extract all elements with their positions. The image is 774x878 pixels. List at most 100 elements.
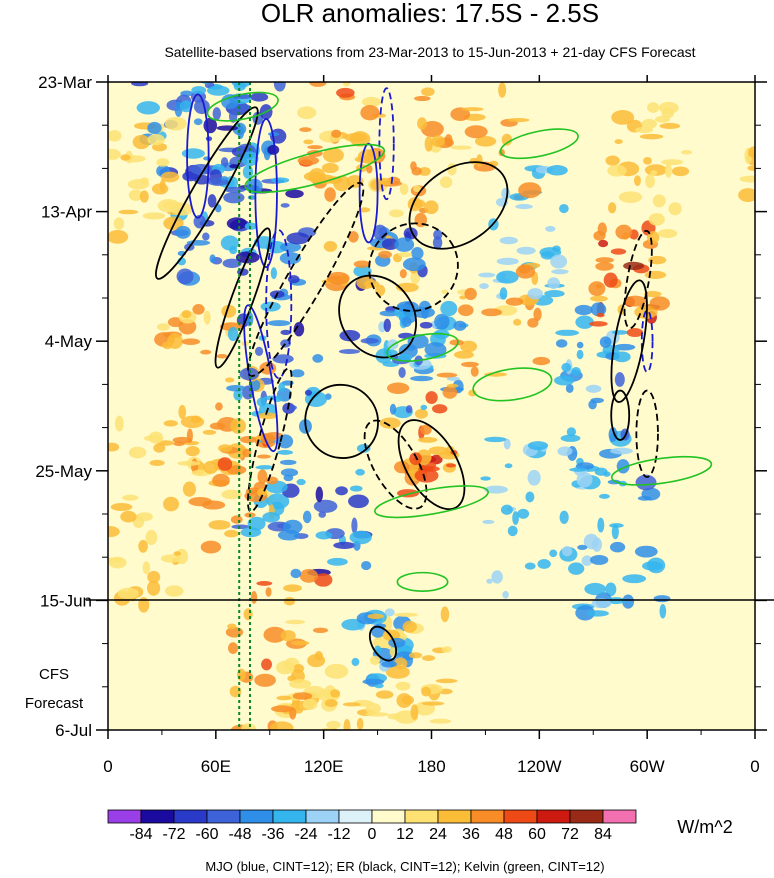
- anomaly-cell: [441, 289, 449, 294]
- er-contour: [214, 227, 271, 369]
- colorbar-swatch: [470, 809, 505, 824]
- colorbar-swatch: [602, 809, 637, 824]
- anomaly-cell: [664, 163, 672, 178]
- anomaly-cell: [595, 257, 614, 263]
- anomaly-cell: [224, 529, 239, 538]
- anomaly-cell: [597, 222, 607, 236]
- anomaly-cell: [220, 235, 239, 251]
- anomaly-cell: [270, 267, 277, 280]
- er-contour: [635, 389, 659, 478]
- anomaly-cell: [433, 229, 443, 240]
- anomaly-cell: [164, 116, 187, 131]
- anomaly-cell: [549, 549, 558, 558]
- anomaly-cell: [661, 107, 674, 119]
- anomaly-cell: [611, 524, 619, 540]
- anomaly-cell: [179, 100, 193, 113]
- anomaly-cell: [207, 85, 230, 96]
- anomaly-cell: [574, 304, 593, 316]
- anomaly-cell: [383, 318, 392, 333]
- mjo-contour: [378, 87, 395, 201]
- anomaly-cell: [203, 460, 218, 474]
- anomaly-cell: [410, 161, 417, 171]
- anomaly-cell: [366, 164, 373, 174]
- anomaly-cell: [226, 465, 247, 475]
- anomaly-cell: [330, 689, 341, 698]
- anomaly-cell: [614, 372, 625, 387]
- anomaly-cell: [178, 319, 197, 335]
- anomaly-cell: [618, 191, 643, 203]
- anomaly-cell: [643, 291, 662, 298]
- anomaly-cell: [585, 384, 602, 393]
- anomaly-cell: [233, 389, 243, 401]
- anomaly-cell: [138, 597, 150, 613]
- anomaly-cell: [163, 420, 178, 427]
- anomaly-cell: [653, 595, 671, 603]
- anomaly-cell: [278, 731, 291, 736]
- anomaly-cell: [186, 428, 193, 444]
- anomaly-cell: [441, 646, 453, 653]
- kelvin-contour: [472, 367, 553, 402]
- anomaly-cell: [445, 463, 457, 468]
- anomaly-cell: [425, 391, 438, 404]
- colorbar-label: 72: [561, 826, 579, 843]
- anomaly-cell: [622, 594, 635, 609]
- anomaly-cell: [349, 530, 372, 545]
- anomaly-cell: [226, 384, 246, 392]
- anomaly-cell: [271, 177, 290, 184]
- anomaly-cell: [209, 254, 216, 263]
- anomaly-cell: [554, 375, 575, 386]
- anomaly-cell: [659, 604, 667, 619]
- anomaly-cell: [464, 125, 488, 139]
- anomaly-cell: [453, 320, 467, 331]
- anomaly-cell: [645, 174, 655, 189]
- anomaly-cell: [312, 627, 329, 633]
- anomaly-cell: [419, 321, 433, 329]
- er-contour: [155, 106, 259, 280]
- anomaly-cell: [459, 295, 467, 300]
- anomaly-cell: [272, 354, 294, 364]
- anomaly-cell: [256, 397, 267, 407]
- colorbar-label: 24: [429, 826, 447, 843]
- anomaly-cell: [671, 166, 690, 177]
- colorbar-label: -12: [327, 826, 350, 843]
- anomaly-cell: [178, 404, 187, 420]
- anomaly-cell: [200, 349, 212, 355]
- anomaly-cell: [289, 707, 297, 720]
- anomaly-cell: [446, 376, 460, 381]
- anomaly-cell: [331, 129, 342, 138]
- anomaly-cell: [164, 585, 184, 597]
- anomaly-cell: [181, 338, 201, 346]
- anomaly-cell: [186, 60, 195, 73]
- anomaly-cell: [289, 679, 312, 689]
- anomaly-cell: [517, 508, 530, 519]
- y-tick-label: 13-Apr: [41, 203, 92, 222]
- anomaly-cell: [203, 310, 211, 325]
- anomaly-cell: [136, 101, 160, 115]
- anomaly-cell: [333, 541, 356, 549]
- anomaly-cell: [657, 228, 678, 238]
- anomaly-cell: [302, 510, 312, 524]
- anomaly-cell: [546, 165, 568, 176]
- anomaly-cell: [581, 555, 593, 566]
- anomaly-cell: [428, 446, 449, 456]
- anomaly-cell: [388, 637, 406, 648]
- anomaly-cell: [484, 436, 507, 443]
- anomaly-cell: [351, 517, 358, 534]
- anomaly-cell: [250, 92, 269, 102]
- kelvin-contour: [499, 128, 579, 160]
- anomaly-cell: [499, 236, 518, 245]
- anomaly-cell: [255, 465, 275, 470]
- anomaly-cell: [496, 270, 519, 284]
- colorbar-swatch: [536, 809, 571, 824]
- anomaly-cell: [286, 232, 310, 245]
- colorbar-swatch: [305, 809, 340, 824]
- anomaly-cell: [613, 351, 631, 363]
- anomaly-cell: [283, 596, 296, 606]
- colorbar-swatch: [140, 809, 175, 824]
- anomaly-cell: [450, 145, 472, 150]
- anomaly-cell: [351, 657, 360, 667]
- anomaly-cell: [324, 699, 338, 708]
- anomaly-cell: [610, 248, 627, 255]
- anomaly-cell: [360, 105, 380, 121]
- anomaly-cell: [172, 436, 192, 444]
